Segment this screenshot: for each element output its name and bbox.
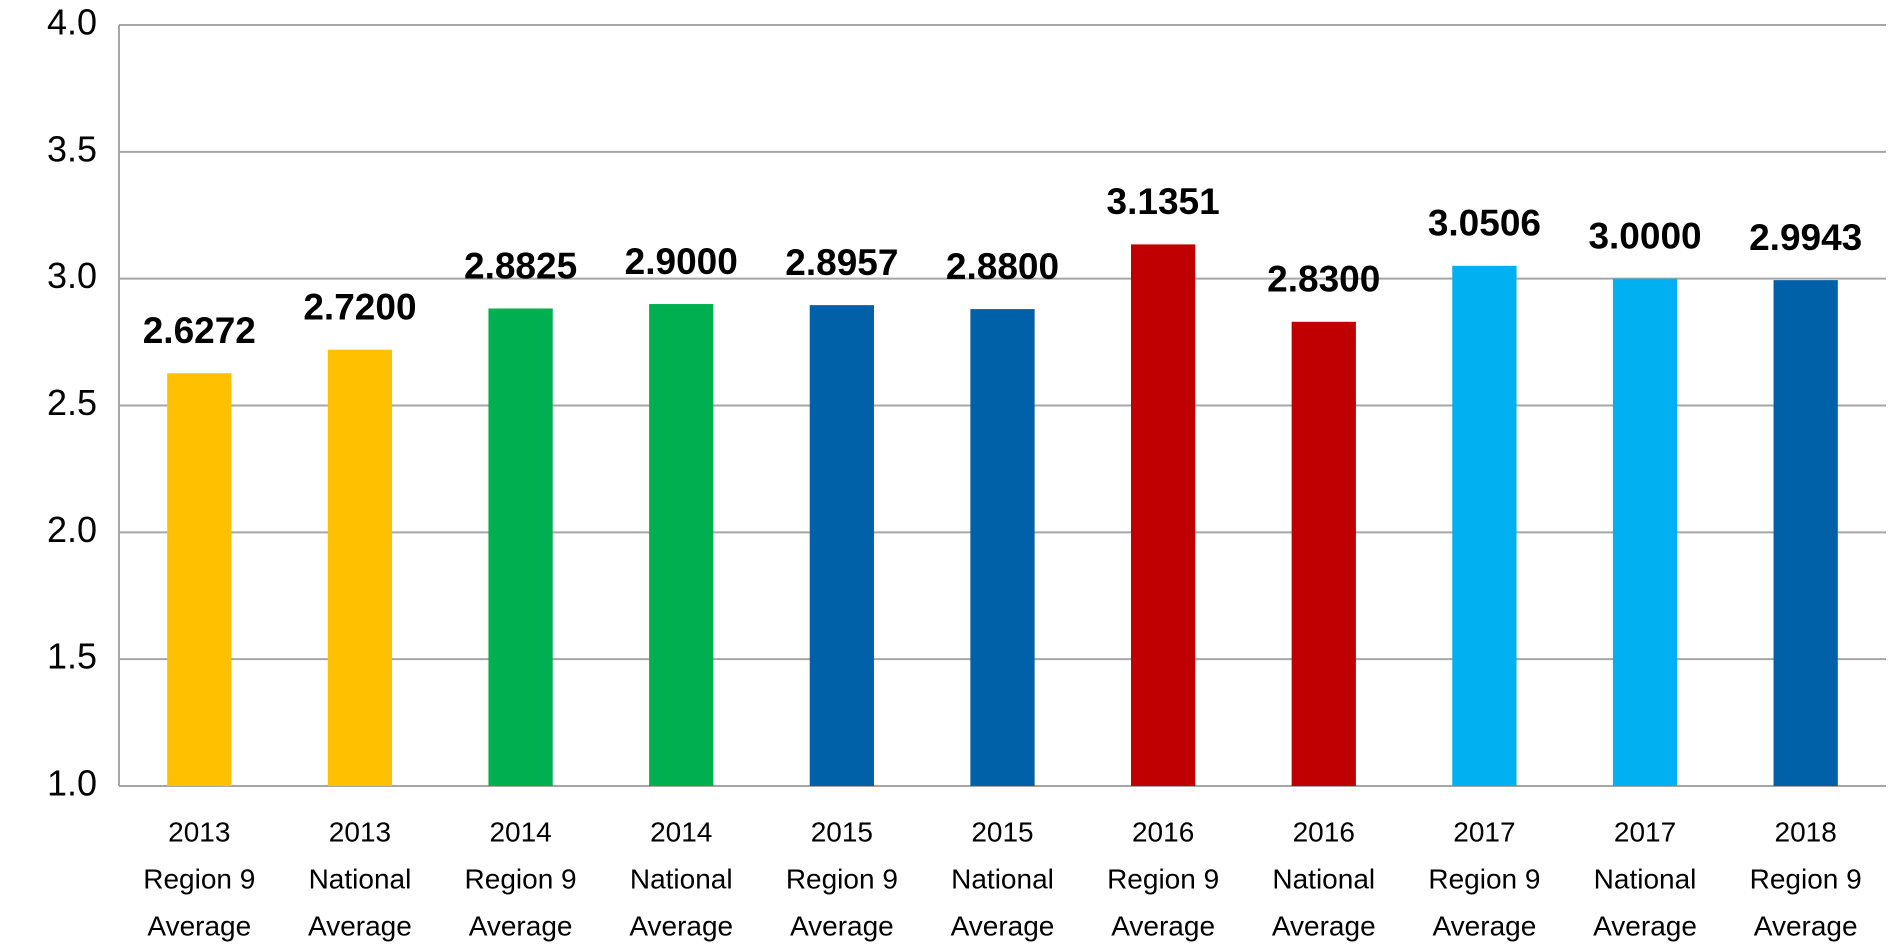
bar <box>809 305 874 786</box>
x-tick-label: Region 9 <box>1750 863 1862 894</box>
x-tick-label: Region 9 <box>1428 863 1540 894</box>
bar <box>970 309 1035 786</box>
x-tick-label: 2017 <box>1614 816 1676 847</box>
y-tick-label: 4.0 <box>47 2 97 43</box>
value-label: 2.7200 <box>303 286 416 327</box>
x-tick-label: 2015 <box>811 816 873 847</box>
x-tick-label: 2015 <box>971 816 1033 847</box>
x-tick-label: 2017 <box>1453 816 1515 847</box>
y-tick-label: 1.0 <box>47 763 97 804</box>
bar <box>1612 278 1678 786</box>
value-label: 2.9943 <box>1749 217 1862 258</box>
x-tick-label: 2013 <box>168 816 230 847</box>
x-tick-label: Average <box>1111 910 1215 941</box>
y-tick-label: 2.0 <box>47 509 97 550</box>
x-tick-label: Region 9 <box>786 863 898 894</box>
x-tick-label: National <box>630 863 733 894</box>
x-tick-label: Average <box>951 910 1055 941</box>
value-label: 2.8957 <box>785 242 898 283</box>
x-tick-label: Average <box>790 910 894 941</box>
value-label: 2.8300 <box>1267 259 1380 300</box>
x-tick-label: 2014 <box>489 816 551 847</box>
x-tick-label: 2018 <box>1775 816 1837 847</box>
x-tick-label: Average <box>1272 910 1376 941</box>
x-tick-label: National <box>951 863 1054 894</box>
y-tick-label: 3.0 <box>47 255 97 296</box>
y-tick-label: 3.5 <box>47 128 97 169</box>
bar <box>327 349 393 786</box>
x-tick-label: 2016 <box>1293 816 1355 847</box>
x-tick-label: Average <box>308 910 412 941</box>
y-tick-label: 1.5 <box>47 636 97 677</box>
bar <box>1291 321 1356 786</box>
x-tick-label: 2013 <box>329 816 391 847</box>
value-label: 3.1351 <box>1107 181 1220 222</box>
bar <box>649 304 714 786</box>
x-tick-label: Average <box>147 910 251 941</box>
value-label: 2.8825 <box>464 245 577 286</box>
bar <box>167 373 232 786</box>
x-tick-label: National <box>1594 863 1697 894</box>
value-label: 2.9000 <box>625 241 738 282</box>
value-label: 3.0000 <box>1588 215 1701 256</box>
x-tick-label: 2014 <box>650 816 712 847</box>
x-tick-label: Average <box>1593 910 1697 941</box>
x-tick-label: Average <box>629 910 733 941</box>
x-tick-label: Region 9 <box>1107 863 1219 894</box>
value-label: 3.0506 <box>1428 203 1541 244</box>
bar <box>1131 244 1196 786</box>
bar <box>1452 265 1517 786</box>
y-tick-label: 2.5 <box>47 382 97 423</box>
value-label: 2.8800 <box>946 246 1059 287</box>
x-tick-label: Average <box>469 910 573 941</box>
bar <box>1773 280 1838 786</box>
x-tick-label: 2016 <box>1132 816 1194 847</box>
x-tick-label: Region 9 <box>143 863 255 894</box>
value-label: 2.6272 <box>143 310 256 351</box>
x-tick-label: Average <box>1754 910 1858 941</box>
x-tick-label: Region 9 <box>465 863 577 894</box>
x-tick-label: Average <box>1433 910 1537 941</box>
x-tick-label: National <box>1272 863 1375 894</box>
bar <box>488 308 553 786</box>
x-tick-label: National <box>309 863 412 894</box>
